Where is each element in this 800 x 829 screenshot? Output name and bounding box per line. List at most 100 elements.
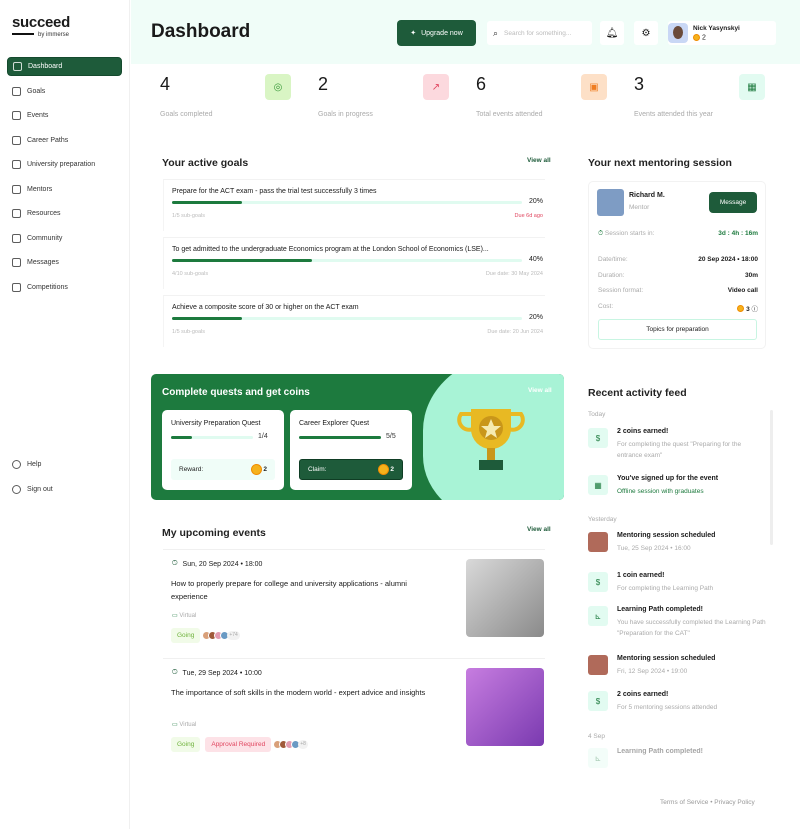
sidebar-item-community[interactable]: Community	[7, 229, 122, 248]
session-detail-row: Cost: 3 ⓘ	[598, 302, 759, 313]
home-icon	[13, 62, 22, 71]
event-card[interactable]: 🕓︎ Sun, 20 Sep 2024 • 18:00 How to properl…	[163, 549, 545, 657]
quest-card: University Preparation Quest 1/4 Reward: 2	[162, 410, 284, 490]
target-icon	[12, 86, 21, 96]
sidebar-item-resources[interactable]: Resources	[7, 204, 122, 223]
sidebar-item-competitions[interactable]: Competitions	[7, 278, 122, 297]
feed-item[interactable]: $2 coins earned! For 5 mentoring sessions…	[588, 691, 768, 731]
starts-value: 3d : 4h : 16m	[718, 230, 758, 237]
info-icon[interactable]: ⓘ	[751, 305, 759, 313]
feed-item[interactable]: ▦ You've signed up for the event Offline s…	[588, 475, 768, 515]
sidebar-item-dashboard[interactable]: Dashboard	[7, 57, 122, 76]
avatar	[588, 655, 608, 675]
mail-icon	[12, 258, 21, 267]
sidebar-item-messages[interactable]: Messages	[7, 253, 122, 272]
stats-row: 4 Goals completed ◎ 2 Goals in progress ↗ 6 Tot…	[151, 64, 781, 128]
approval-badge: Approval Required	[205, 737, 272, 752]
resources-icon	[12, 209, 21, 218]
feed-scrollbar[interactable]	[770, 410, 773, 545]
topics-button[interactable]: Topics for preparation	[598, 319, 757, 340]
events-title: My upcoming events	[162, 527, 266, 539]
video-icon: ▭	[172, 722, 178, 728]
feed-item[interactable]: Mentoring session scheduled Tue, 25 Sep 2…	[588, 532, 768, 572]
goal-item[interactable]: Achieve a composite score of 30 or highe…	[163, 295, 545, 347]
claim-button[interactable]: Claim: 2	[299, 459, 403, 480]
trophy-icon	[12, 282, 21, 292]
quests-view-all[interactable]: View all	[528, 387, 552, 394]
goal-item[interactable]: Prepare for the ACT exam - pass the tria…	[163, 179, 545, 231]
path-icon: ⊾	[588, 606, 608, 626]
sidebar-item-help[interactable]: Help	[7, 455, 122, 474]
feed-group-label: 4 Sep	[588, 733, 605, 740]
user-profile[interactable]: Nick Yasynskyi 2	[668, 21, 776, 45]
stat-card: 2 Goals in progress ↗	[309, 64, 459, 128]
mentor-role: Mentor	[629, 204, 650, 211]
gear-icon: ⚙	[641, 27, 651, 39]
sidebar-item-sign-out[interactable]: Sign out	[7, 480, 122, 499]
feed-group-label: Today	[588, 411, 606, 418]
bell-icon: 🔔︎	[605, 27, 619, 39]
feed-item[interactable]: Mentoring session scheduled Fri, 12 Sep 2…	[588, 655, 768, 695]
privacy-link[interactable]: Privacy Policy	[714, 799, 755, 806]
feed-item[interactable]: ⊾ Learning Path completed! You have succes…	[588, 606, 768, 646]
status-badge: Going	[171, 737, 201, 752]
sidebar-item-goals[interactable]: Goals	[7, 82, 122, 101]
event-card[interactable]: 🕓︎ Tue, 29 Sep 2024 • 10:00 The importance…	[163, 658, 545, 766]
sidebar-item-university-preparation[interactable]: University preparation	[7, 155, 122, 174]
coin-icon: $	[588, 691, 608, 711]
goals-view-all[interactable]: View all	[527, 157, 551, 164]
event-image	[466, 668, 544, 746]
goal-progress	[172, 317, 522, 320]
sparkle-icon: ✦	[410, 30, 417, 37]
stopwatch-icon: ⏱	[598, 230, 604, 237]
stat-icon: ◎	[265, 74, 291, 100]
user-name: Nick Yasynskyi	[693, 24, 740, 32]
search-icon: ⌕	[493, 27, 499, 38]
path-icon: ⊾	[588, 748, 608, 768]
sidebar-item-career-paths[interactable]: Career Paths	[7, 131, 122, 150]
sidebar-bottom-nav: Help Sign out	[7, 455, 122, 504]
upgrade-button[interactable]: ✦ Upgrade now	[397, 20, 476, 46]
terms-link[interactable]: Terms of Service	[660, 799, 709, 806]
settings-button[interactable]: ⚙	[634, 21, 658, 45]
clock-icon: 🕓︎	[172, 669, 178, 676]
briefcase-icon	[12, 135, 21, 145]
graduation-cap-icon	[12, 184, 21, 194]
sidebar-item-events[interactable]: Events	[7, 106, 122, 125]
reward-info: Reward: 2	[171, 459, 275, 480]
mentor-avatar	[597, 189, 624, 216]
coin-icon	[250, 464, 262, 475]
event-image	[466, 559, 544, 637]
quest-progress	[171, 436, 253, 439]
users-icon	[12, 233, 21, 243]
logo[interactable]: succeed by immerse	[12, 14, 70, 38]
status-badge: Going	[171, 628, 201, 643]
coin-count: 2	[701, 34, 706, 42]
attendee-avatars: +8	[273, 740, 308, 749]
video-icon: ▭	[172, 613, 178, 619]
notifications-button[interactable]: 🔔︎	[600, 21, 624, 45]
coin-icon	[693, 33, 700, 41]
feed-item[interactable]: $1 coin earned! For completing the Learni…	[588, 572, 768, 612]
goal-item[interactable]: To get admitted to the undergraduate Eco…	[163, 237, 545, 289]
goal-progress	[172, 201, 522, 204]
sidebar-nav: Dashboard Goals Events Career Paths Universi…	[7, 57, 122, 302]
clock-icon: 🕓︎	[172, 560, 178, 567]
stat-card: 4 Goals completed ◎	[151, 64, 301, 128]
feed-item[interactable]: $2 coins earned! For completing the quest…	[588, 428, 768, 468]
stat-icon: ▣	[581, 74, 607, 100]
quest-progress	[299, 436, 381, 439]
events-view-all[interactable]: View all	[527, 526, 551, 533]
goal-progress	[172, 259, 522, 262]
starts-label: ⏱ Session starts in:	[598, 230, 655, 237]
quest-card: Career Explorer Quest 5/5 Claim: 2	[290, 410, 412, 490]
search-input[interactable]: ⌕ Search for something...	[487, 21, 592, 45]
avatar	[588, 532, 608, 552]
stat-card: 3 Events attended this year ▦	[625, 64, 775, 128]
avatar	[668, 23, 688, 43]
feed-item[interactable]: ⊾ Learning Path completed!	[588, 748, 768, 788]
message-button[interactable]: Message	[709, 192, 757, 213]
help-icon	[12, 460, 21, 469]
sidebar-item-mentors[interactable]: Mentors	[7, 180, 122, 199]
sidebar: succeed by immerse Dashboard Goals Events C…	[0, 0, 130, 829]
